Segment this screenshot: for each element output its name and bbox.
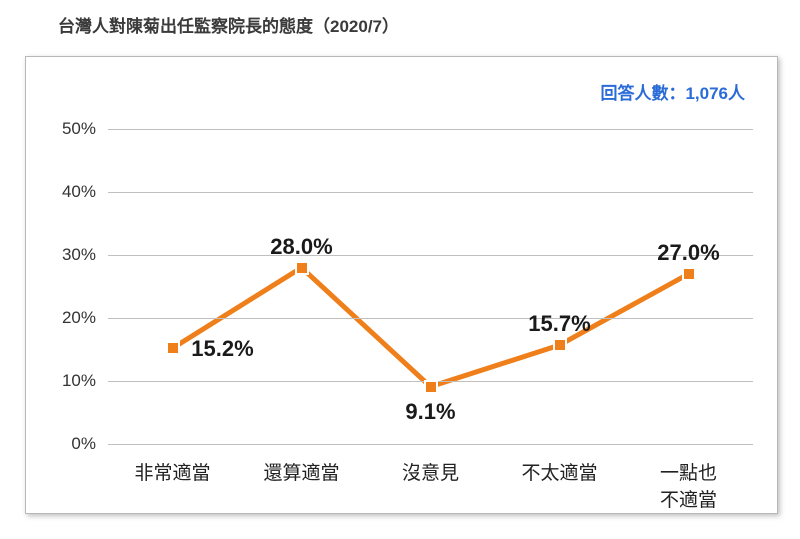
data-label: 28.0% — [270, 234, 332, 260]
data-label: 27.0% — [657, 240, 719, 266]
y-tick-label: 20% — [62, 308, 96, 328]
y-tick-label: 50% — [62, 119, 96, 139]
x-tick-label: 還算適當 — [263, 458, 339, 485]
data-marker — [424, 380, 438, 394]
data-label: 15.7% — [528, 311, 590, 337]
chart-title: 台灣人對陳菊出任監察院長的態度（2020/7） — [0, 0, 800, 37]
x-tick-label: 沒意見 — [402, 458, 459, 485]
gridline — [108, 444, 753, 445]
x-tick-label: 不太適當 — [521, 458, 597, 485]
respondents-count: 回答人數：1,076人 — [600, 79, 745, 104]
x-tick-label: 一點也不適當 — [656, 458, 721, 512]
data-label: 15.2% — [191, 336, 253, 362]
y-tick-label: 30% — [62, 245, 96, 265]
line-series-svg — [108, 129, 753, 444]
gridline — [108, 192, 753, 193]
gridline — [108, 318, 753, 319]
gridline — [108, 129, 753, 130]
y-tick-label: 10% — [62, 371, 96, 391]
y-tick-label: 0% — [71, 434, 96, 454]
gridline — [108, 255, 753, 256]
y-tick-label: 40% — [62, 182, 96, 202]
series-line — [173, 268, 689, 387]
data-marker — [553, 338, 567, 352]
x-tick-label: 非常適當 — [134, 458, 210, 485]
data-marker — [682, 267, 696, 281]
data-marker — [295, 261, 309, 275]
chart-frame: 回答人數：1,076人 0%10%20%30%40%50%非常適當還算適當沒意見… — [25, 56, 778, 514]
plot-area: 0%10%20%30%40%50%非常適當還算適當沒意見不太適當一點也不適當15… — [108, 129, 753, 444]
data-label: 9.1% — [405, 399, 455, 425]
data-marker — [166, 341, 180, 355]
